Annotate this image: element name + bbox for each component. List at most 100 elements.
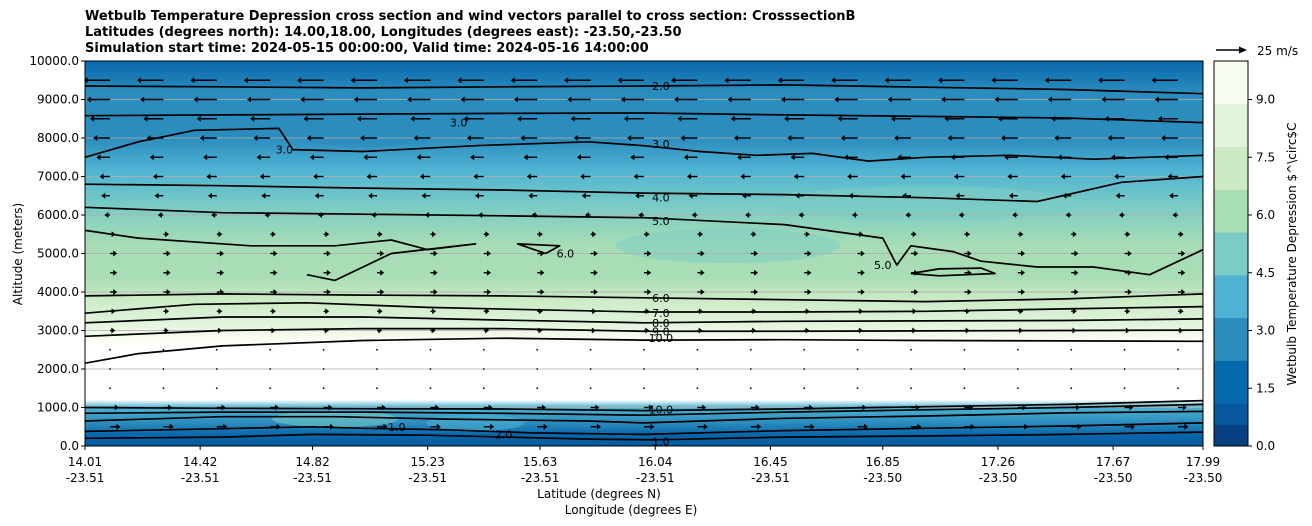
- contour-label-5: 5.0: [652, 215, 670, 228]
- wind-vector-head-8-16: [966, 231, 970, 238]
- wind-vector-head-13-17: [1019, 327, 1024, 334]
- wind-vector-head-10-19: [1127, 269, 1132, 276]
- wind-vector-head-9-10: [647, 250, 652, 257]
- wind-vector-head-17-15: [915, 404, 920, 411]
- wind-vector-head-0-6: [404, 77, 408, 84]
- wind-vector-head-2-8: [517, 115, 522, 122]
- wind-vector-head-4-13: [790, 154, 795, 161]
- wind-vector-head-11-20: [1181, 289, 1186, 295]
- wind-vector-head-4-20: [1164, 154, 1169, 161]
- wind-vector-head-2-15: [891, 115, 895, 122]
- wind-vector-head-9-11: [700, 250, 705, 257]
- wind-vector-head-4-3: [256, 154, 261, 161]
- wind-vector-head-7-14: [852, 212, 856, 218]
- wind-vector-head-10-14: [860, 269, 865, 276]
- wind-vector-head-10-10: [647, 269, 652, 276]
- wind-vector-head-10-2: [220, 269, 224, 276]
- x-tick-label-lon-10: -23.50: [1184, 471, 1223, 485]
- wind-vector-14-13: [803, 348, 806, 351]
- wind-vector-head-2-4: [303, 115, 308, 122]
- wind-vector-15-7: [482, 368, 485, 370]
- wind-vector-head-2-12: [730, 115, 735, 122]
- wind-vector-14-14: [856, 348, 859, 351]
- wind-vector-head-13-16: [965, 327, 970, 334]
- x-tick-label-lat-10: 17.99: [1186, 455, 1220, 469]
- wind-vector-head-6-17: [1009, 192, 1013, 199]
- wind-vector-head-6-0: [101, 192, 106, 199]
- wind-vector-head-7-4: [318, 212, 322, 218]
- wind-vector-head-18-10: [650, 423, 655, 430]
- wind-vector-head-2-3: [250, 115, 255, 122]
- wind-vector-head-7-10: [638, 212, 643, 218]
- wind-vector-head-10-7: [487, 269, 491, 276]
- wind-vector-head-5-0: [99, 173, 104, 180]
- wind-vector-head-17-9: [595, 404, 600, 411]
- wind-vector-head-13-18: [1072, 327, 1077, 334]
- wind-vector-head-2-10: [624, 115, 628, 122]
- chart-title-line-2: Latitudes (degrees north): 14.00,18.00, …: [85, 25, 682, 40]
- wind-vector-head-5-7: [473, 173, 478, 180]
- wind-vector-15-15: [910, 368, 912, 370]
- wind-vector-head-10-12: [754, 269, 758, 276]
- wind-vector-head-8-5: [378, 231, 383, 238]
- wind-vector-head-0-14: [831, 77, 836, 84]
- wind-vector-head-9-4: [326, 250, 331, 257]
- wind-vector-16-12: [749, 387, 752, 390]
- wind-vector-head-7-18: [1065, 212, 1070, 218]
- wind-vector-head-1-12: [727, 96, 732, 103]
- contour-line-level-10-13: [85, 399, 1203, 412]
- wind-vector-head-17-6: [435, 404, 440, 411]
- wind-vector-head-8-7: [485, 231, 490, 238]
- contour-line-level-10-12: [85, 337, 1203, 365]
- wind-vector-head-0-13: [777, 77, 782, 84]
- wind-vector-head-2-20: [1158, 115, 1162, 122]
- y-tick-label-3: 3000.0: [37, 324, 79, 338]
- wind-vector-head-9-6: [433, 250, 438, 257]
- wind-vector-head-0-8: [510, 77, 515, 84]
- wind-vector-head-4-11: [683, 154, 688, 161]
- wind-vector-head-11-19: [1127, 289, 1132, 295]
- wind-vector-head-5-14: [847, 173, 852, 180]
- wind-vector-head-8-13: [805, 231, 810, 238]
- x-tick-label-lon-2: -23.51: [293, 471, 332, 485]
- wind-vector-head-13-5: [378, 327, 383, 334]
- wind-vector-14-18: [1070, 348, 1073, 351]
- wind-vector-head-11-4: [326, 289, 331, 295]
- wind-vector-head-7-2: [211, 212, 216, 218]
- field-patch-2: [770, 186, 1080, 221]
- wind-vector-head-9-14: [860, 250, 865, 257]
- wind-vector-head-0-16: [938, 77, 942, 84]
- colorbar-segment-10: [1214, 210, 1248, 233]
- wind-vector-14-19: [1123, 348, 1126, 351]
- wind-vector-head-12-20: [1179, 308, 1184, 315]
- wind-vector-head-11-9: [593, 289, 598, 295]
- wind-vector-head-11-6: [433, 289, 438, 295]
- wind-vector-head-12-14: [859, 308, 864, 315]
- wind-vector-head-0-19: [1098, 77, 1103, 84]
- wind-vector-head-4-9: [577, 154, 581, 161]
- wind-vector-head-12-5: [378, 308, 383, 315]
- contour-label-16: 2.0: [495, 428, 513, 441]
- wind-vector-head-12-4: [325, 308, 330, 315]
- wind-vector-head-9-0: [113, 250, 118, 257]
- x-tick-label-lon-3: -23.51: [408, 471, 447, 485]
- quiver-key-arrowhead: [1239, 46, 1247, 54]
- wind-vector-head-9-3: [273, 250, 278, 257]
- wind-vector-head-18-5: [383, 423, 388, 430]
- wind-vector-head-5-9: [580, 173, 585, 180]
- wind-vector-head-3-7: [467, 135, 471, 141]
- wind-vector-head-9-2: [220, 250, 224, 257]
- wind-vector-14-11: [696, 348, 699, 351]
- wind-vector-16-6: [429, 387, 432, 390]
- wind-vector-head-0-5: [350, 77, 355, 84]
- wind-vector-head-13-3: [271, 327, 276, 334]
- colorbar-frame: [1213, 60, 1249, 447]
- wind-vector-head-11-12: [754, 289, 758, 295]
- wind-vector-head-17-19: [1129, 404, 1134, 411]
- wind-vector-15-10: [643, 368, 645, 370]
- wind-vector-head-12-3: [271, 308, 276, 315]
- colorbar-segment-14: [1214, 125, 1248, 148]
- wind-vector-15-13: [803, 368, 806, 370]
- x-tick-label-lon-5: -23.51: [636, 471, 675, 485]
- wind-vector-head-18-1: [169, 423, 174, 430]
